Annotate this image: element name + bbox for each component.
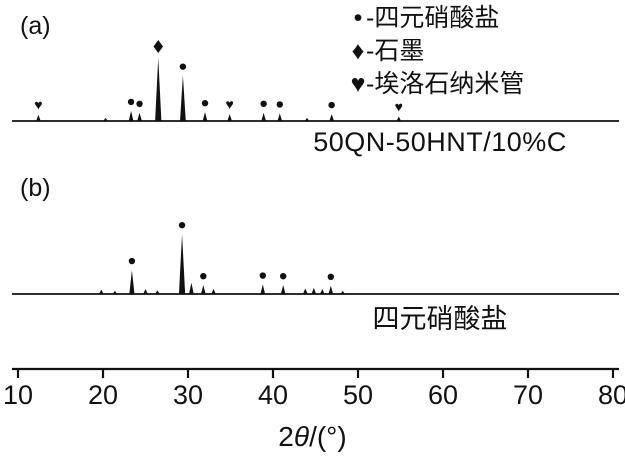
xrd-peak	[311, 287, 317, 294]
legend-separator: -	[366, 70, 375, 98]
xrd-peak	[200, 285, 206, 294]
panel-a-tag: (a)	[20, 12, 51, 40]
panel-b-tag: (b)	[20, 174, 51, 202]
xrd-peak	[103, 117, 108, 121]
xrd-peak	[227, 114, 232, 121]
xrd-peak	[128, 110, 134, 121]
heart-marker-icon: ♥	[350, 70, 366, 98]
xrd-peak	[211, 288, 216, 294]
xrd-peak	[155, 290, 160, 294]
x-axis-label-post: /(°)	[309, 421, 347, 452]
xrd-peak	[143, 288, 148, 294]
xrd-peak	[328, 285, 334, 294]
xrd-peak	[137, 112, 142, 121]
nitrate-dot-marker	[276, 101, 283, 108]
x-tick-label: 10	[3, 380, 33, 410]
xrd-peak	[178, 234, 186, 294]
diamond-marker-icon: ♦	[351, 37, 365, 65]
nitrate-dot-marker	[179, 63, 187, 70]
x-tick-label: 50	[343, 380, 373, 410]
nitrate-dot-marker	[128, 257, 136, 265]
nitrate-dot-marker	[259, 272, 266, 279]
nitrate-dot-marker	[260, 100, 267, 108]
legend: • -四元硝酸盐 ♦-石墨 ♥-埃洛石纳米管	[350, 2, 525, 101]
xrd-peak	[36, 114, 41, 121]
panel-b-caption: 四元硝酸盐	[372, 304, 508, 334]
xrd-peak	[202, 112, 208, 121]
legend-label-graphite: 石墨	[374, 37, 425, 65]
xrd-peak	[99, 289, 104, 294]
xrd-peak	[277, 113, 283, 121]
xrd-peak	[261, 112, 266, 121]
xrd-peak	[320, 288, 325, 294]
nitrate-dot-marker	[178, 221, 186, 229]
x-tick-label: 20	[88, 380, 118, 410]
graphite-diamond-marker	[153, 40, 164, 53]
xrd-peak	[180, 75, 186, 121]
nitrate-dot-marker	[200, 272, 207, 280]
x-axis-label-theta: θ	[293, 421, 310, 452]
dot-marker-icon: •	[353, 4, 363, 32]
nitrate-dot-marker	[327, 273, 334, 281]
x-axis-label: 2θ/(°)	[0, 421, 625, 453]
x-tick-label: 80	[598, 380, 625, 410]
xrd-peak	[304, 117, 310, 121]
xrd-peak	[280, 285, 286, 294]
x-tick-label: 70	[513, 380, 543, 410]
legend-label-nitrate: 四元硝酸盐	[374, 4, 500, 32]
xrd-peak	[303, 288, 308, 294]
legend-separator: -	[366, 37, 375, 65]
xrd-peak	[340, 290, 345, 294]
xrd-peak	[112, 290, 118, 294]
halloysite-heart-marker: ♥	[225, 96, 233, 112]
nitrate-dot-marker	[201, 99, 209, 107]
nitrate-dot-marker	[127, 98, 135, 106]
nitrate-dot-marker	[328, 101, 335, 109]
xrd-peak	[189, 282, 194, 294]
nitrate-dot-marker	[280, 272, 287, 280]
xrd-peak	[260, 284, 266, 294]
legend-item-graphite: ♦-石墨	[350, 35, 524, 68]
x-tick-label: 60	[428, 380, 458, 410]
x-tick-label: 30	[173, 380, 203, 410]
legend-item-halloysite: ♥-埃洛石纳米管	[350, 68, 525, 101]
x-axis-label-pre: 2	[278, 421, 294, 452]
nitrate-dot-marker	[136, 100, 143, 108]
xrd-peak	[155, 58, 162, 121]
panel-a-caption: 50QN-50HNT/10%C	[313, 127, 567, 157]
xrd-peak	[329, 114, 334, 121]
legend-item-nitrate: • -四元硝酸盐	[350, 2, 524, 35]
xrd-peak	[396, 116, 402, 121]
halloysite-heart-marker: ♥	[34, 97, 42, 113]
x-tick-label: 40	[258, 380, 288, 410]
xrd-peak	[129, 270, 135, 294]
legend-separator: -	[366, 4, 375, 32]
halloysite-heart-marker: ♥	[395, 99, 403, 115]
legend-label-halloysite: 埃洛石纳米管	[374, 70, 525, 98]
